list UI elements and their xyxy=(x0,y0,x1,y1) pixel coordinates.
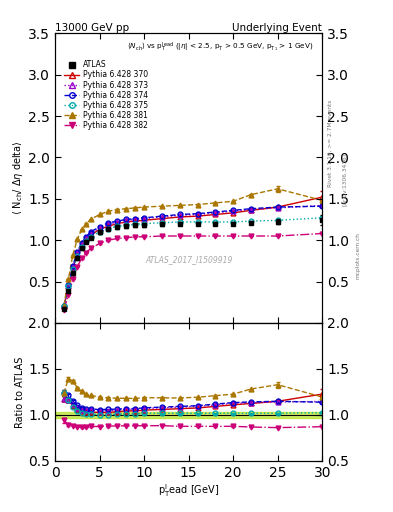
Bar xyxy=(55,412,322,418)
Text: Underlying Event: Underlying Event xyxy=(232,23,322,32)
Text: 13000 GeV pp: 13000 GeV pp xyxy=(55,23,129,32)
Text: ATLAS_2017_I1509919: ATLAS_2017_I1509919 xyxy=(145,254,232,264)
X-axis label: p$_\mathsf{T}^\mathsf{l}$ead [GeV]: p$_\mathsf{T}^\mathsf{l}$ead [GeV] xyxy=(158,482,219,499)
Text: [arXiv:1306.3436]: [arXiv:1306.3436] xyxy=(342,153,347,206)
Text: mcplots.cern.ch: mcplots.cern.ch xyxy=(356,232,361,280)
Legend: ATLAS, Pythia 6.428 370, Pythia 6.428 373, Pythia 6.428 374, Pythia 6.428 375, P: ATLAS, Pythia 6.428 370, Pythia 6.428 37… xyxy=(64,60,148,130)
Y-axis label: Ratio to ATLAS: Ratio to ATLAS xyxy=(15,356,26,428)
Text: $\langle N_{\mathsf{ch}}\rangle$ vs p$_{\mathsf{T}}^{\mathsf{lead}}$ ($|\eta|$ <: $\langle N_{\mathsf{ch}}\rangle$ vs p$_{… xyxy=(127,40,314,54)
Text: Rivet 3.1.10, >= 2.7M events: Rivet 3.1.10, >= 2.7M events xyxy=(328,100,333,187)
Y-axis label: $\langle$ N$_{\mathsf{ch}}$/ $\Delta\eta$ delta$\rangle$: $\langle$ N$_{\mathsf{ch}}$/ $\Delta\eta… xyxy=(11,141,26,216)
